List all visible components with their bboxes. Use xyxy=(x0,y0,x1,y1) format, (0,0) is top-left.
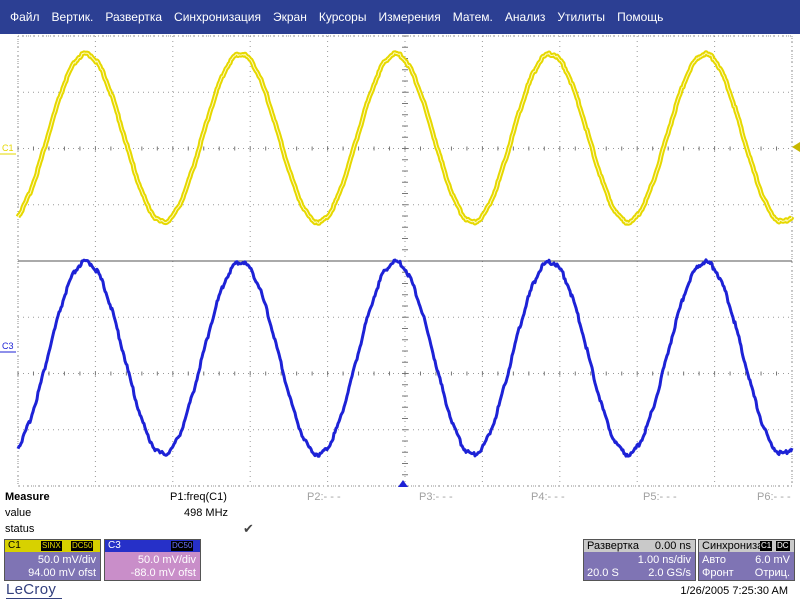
timebase-box[interactable]: Развертка 0.00 ns 1.00 ns/div 20.0 S 2.0… xyxy=(583,539,696,581)
menu-vertical[interactable]: Вертик. xyxy=(51,10,94,24)
timebase-tdiv: 1.00 ns/div xyxy=(637,554,691,566)
trigger-box[interactable]: Синхрониза C1 DC Авто 6.0 mV Фронт Отриц… xyxy=(698,539,795,581)
channel-c3-box[interactable]: C3 DC50 50.0 mV/div -88.0 mV ofst xyxy=(104,539,201,581)
channel-c1-vdiv: 50.0 mV/div xyxy=(37,554,96,566)
channel-c3-offset: -88.0 mV ofst xyxy=(130,567,196,579)
measure-row-value-label: value xyxy=(5,507,32,519)
menu-timebase[interactable]: Развертка xyxy=(105,10,163,24)
measure-p1-name[interactable]: P1:freq(C1) xyxy=(170,491,227,503)
menu-file[interactable]: Файл xyxy=(10,10,40,24)
menu-display[interactable]: Экран xyxy=(272,10,307,24)
measure-p6-name[interactable]: P6:- - - xyxy=(757,491,791,503)
datetime: 1/26/2005 7:25:30 AM xyxy=(680,585,788,597)
measure-p3-name[interactable]: P3:- - - xyxy=(419,491,453,503)
menu-measure[interactable]: Измерения xyxy=(378,10,441,24)
menu-bar: Файл Вертик. Развертка Синхронизация Экр… xyxy=(0,0,800,34)
channel-c1-offset: 94.00 mV ofst xyxy=(28,567,96,579)
channel-c1-header: C1 SINX DC50 xyxy=(5,540,100,552)
channel-c1-badge-coupling: DC50 xyxy=(71,541,94,551)
timebase-title: Развертка xyxy=(587,540,639,552)
channel-c1-body: 50.0 mV/div 94.00 mV ofst xyxy=(5,552,100,580)
menu-trigger[interactable]: Синхронизация xyxy=(174,10,261,24)
trace-c3 xyxy=(16,258,794,458)
waveform-display[interactable]: C1 C3 xyxy=(0,34,800,488)
timebase-delay: 0.00 ns xyxy=(654,540,691,552)
timebase-samples: 20.0 S xyxy=(587,567,619,579)
menu-cursors[interactable]: Курсоры xyxy=(318,10,367,24)
trace-c1-core xyxy=(17,51,793,224)
channel-c3-body: 50.0 mV/div -88.0 mV ofst xyxy=(105,552,200,580)
menu-utilities[interactable]: Утилиты xyxy=(557,10,606,24)
measure-title: Measure xyxy=(5,491,50,503)
channel-c3-vdiv: 50.0 mV/div xyxy=(137,554,196,566)
measure-row-status-label: status xyxy=(5,523,35,535)
status-bar: LeCroy 1/26/2005 7:25:30 AM xyxy=(0,581,800,600)
measure-p5-name[interactable]: P5:- - - xyxy=(643,491,677,503)
channel-c3-badge-coupling: DC50 xyxy=(171,541,194,551)
trigger-time-arrow-icon[interactable] xyxy=(398,480,408,487)
measure-p4-name[interactable]: P4:- - - xyxy=(531,491,565,503)
scope-screen[interactable]: C1 C3 xyxy=(0,34,800,488)
channel-c1-badge-sinx: SINX xyxy=(41,541,62,551)
c1-marker-label: C1 xyxy=(2,143,14,153)
timebase-header: Развертка 0.00 ns xyxy=(584,540,695,552)
measure-table: Measure value status P1:freq(C1) 498 MHz… xyxy=(0,488,800,538)
trigger-slope-label: Фронт xyxy=(702,567,734,579)
channel-c3-header: C3 DC50 xyxy=(105,540,200,552)
measure-p2-name[interactable]: P2:- - - xyxy=(307,491,341,503)
trigger-badge-source: C1 xyxy=(760,541,773,551)
menu-math[interactable]: Матем. xyxy=(452,10,493,24)
checkmark-icon: ✔ xyxy=(243,521,254,536)
channel-c1-name: C1 xyxy=(8,540,21,551)
trigger-mode: Авто xyxy=(702,554,726,566)
trigger-header: Синхрониза C1 DC xyxy=(699,540,794,552)
trace-c1 xyxy=(15,50,795,226)
trigger-badge-coupling: DC xyxy=(776,541,790,551)
c3-marker-label: C3 xyxy=(2,341,14,351)
trigger-slope: Отриц. xyxy=(754,567,790,579)
timebase-rate: 2.0 GS/s xyxy=(648,567,691,579)
channel-c3-name: C3 xyxy=(108,540,121,551)
trigger-level-arrow-icon[interactable] xyxy=(792,142,800,152)
channel-c1-box[interactable]: C1 SINX DC50 50.0 mV/div 94.00 mV ofst xyxy=(4,539,101,581)
menu-analysis[interactable]: Анализ xyxy=(504,10,546,24)
trigger-level: 6.0 mV xyxy=(755,554,790,566)
menu-help[interactable]: Помощь xyxy=(617,10,664,24)
trigger-title: Синхрониза xyxy=(702,540,764,552)
measure-p1-value: 498 MHz xyxy=(184,507,229,519)
lecroy-logo: LeCroy xyxy=(6,581,57,598)
logo-underline xyxy=(6,598,62,599)
